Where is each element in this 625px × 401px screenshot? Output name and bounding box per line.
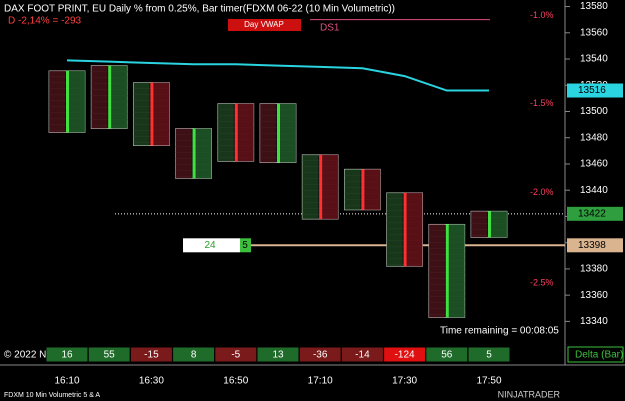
footprint-side xyxy=(69,70,85,133)
body-bar xyxy=(445,224,449,318)
footprint-side xyxy=(280,103,296,163)
legend-box xyxy=(228,19,301,31)
footprint-side xyxy=(237,103,254,162)
price-marker xyxy=(567,238,623,253)
price-marker-label: 13516 xyxy=(578,85,606,96)
level-label: -1.5% xyxy=(530,98,554,108)
body-bar xyxy=(488,211,491,238)
footprint-side xyxy=(448,224,465,318)
x-tick-label: 16:10 xyxy=(54,376,79,387)
delta-title-box xyxy=(567,346,624,363)
footprint-side xyxy=(217,103,234,162)
level-label: -2.0% xyxy=(530,187,554,197)
footprint-side xyxy=(133,82,150,146)
footprint-side xyxy=(153,82,170,146)
x-tick-label: 17:50 xyxy=(476,376,501,387)
x-tick-label: 17:10 xyxy=(308,376,333,387)
footprint-side xyxy=(195,128,212,179)
footprint-side xyxy=(386,192,403,267)
brand: NINJATRADER xyxy=(498,389,561,399)
footprint-side xyxy=(364,169,381,210)
y-tick-label: 13480 xyxy=(580,132,608,143)
footprint-side xyxy=(471,211,487,238)
footprint-side xyxy=(175,128,192,179)
subtitle: D -2,14% = -293 xyxy=(8,16,82,27)
y-tick-label: 13560 xyxy=(580,27,608,38)
level-label: -1.0% xyxy=(530,10,554,20)
delta-label: -36 xyxy=(313,350,328,361)
y-tick-label: 13540 xyxy=(580,54,608,65)
delta-title: Delta (Bar) xyxy=(575,350,623,361)
footprint-side xyxy=(428,224,445,318)
footprint-side xyxy=(260,103,276,163)
price-marker xyxy=(567,206,623,221)
body-bar xyxy=(108,65,112,129)
price-marker xyxy=(567,83,623,98)
footprint-side xyxy=(91,65,108,129)
body-bar xyxy=(234,103,238,162)
delta-label: 56 xyxy=(441,350,453,361)
info-value: 24 xyxy=(204,240,216,251)
y-tick-label: 13360 xyxy=(580,290,608,301)
info-box xyxy=(240,238,251,253)
footprint-side xyxy=(344,169,361,210)
price-marker-label: 13422 xyxy=(578,208,606,219)
level-label: -2.5% xyxy=(530,278,554,288)
footprint-side xyxy=(49,70,65,133)
delta-label: 55 xyxy=(104,350,116,361)
y-tick-label: 13380 xyxy=(580,264,608,275)
footprint-side xyxy=(406,192,423,267)
footer: FDXM 10 Min Volumetric 5 & A xyxy=(4,392,100,399)
delta-label: 8 xyxy=(191,350,197,361)
info-value: 5 xyxy=(242,240,248,251)
chart-title: DAX FOOT PRINT, EU Daily % from 0.25%, B… xyxy=(4,4,395,15)
x-tick-label: 17:30 xyxy=(392,376,417,387)
body-bar xyxy=(319,154,323,220)
body-bar xyxy=(277,103,280,163)
delta-label: -5 xyxy=(231,350,240,361)
footprint-side xyxy=(491,211,507,238)
price-marker-label: 13398 xyxy=(578,240,606,251)
info-box xyxy=(183,238,240,253)
time-remaining: Time remaining = 00:08:05 xyxy=(440,326,559,337)
vwap-line xyxy=(66,59,489,92)
delta-label: 5 xyxy=(486,350,492,361)
body-bar xyxy=(150,82,154,146)
legend-label: Day VWAP xyxy=(244,20,284,29)
footprint-side xyxy=(302,154,319,220)
y-tick-label: 13340 xyxy=(580,316,608,327)
delta-label: 16 xyxy=(61,350,73,361)
x-tick-label: 16:50 xyxy=(223,376,248,387)
delta-cell xyxy=(467,346,511,363)
footprint-side xyxy=(111,65,128,129)
delta-label: -14 xyxy=(355,350,370,361)
footprint-side xyxy=(322,154,339,220)
body-bar xyxy=(361,169,365,210)
ds1-label: DS1 xyxy=(320,22,340,33)
y-tick-label: 13500 xyxy=(580,106,608,117)
delta-label: 13 xyxy=(272,350,284,361)
body-bar xyxy=(192,128,196,179)
body-bar xyxy=(66,70,69,133)
y-tick-label: 13580 xyxy=(580,1,608,12)
y-tick-label: 13440 xyxy=(580,185,608,196)
y-tick-label: 13460 xyxy=(580,159,608,170)
delta-label: -15 xyxy=(144,350,159,361)
delta-label: -124 xyxy=(395,350,415,361)
x-tick-label: 16:30 xyxy=(139,376,164,387)
body-bar xyxy=(403,192,407,267)
